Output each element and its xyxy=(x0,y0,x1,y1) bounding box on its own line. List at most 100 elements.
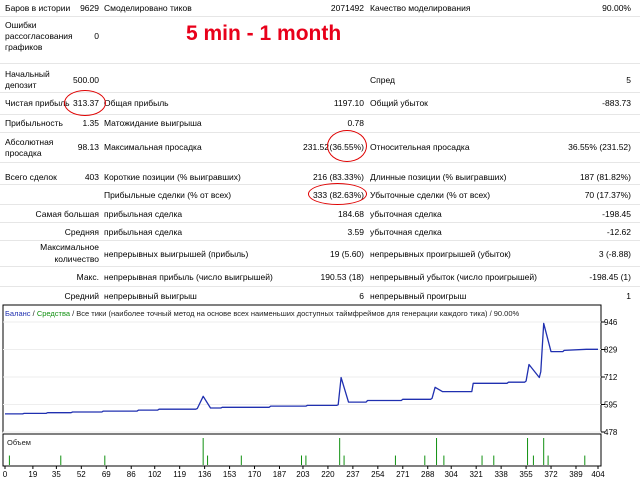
max-count-label: количество xyxy=(54,254,99,264)
short-positions-value: 216 (83.33%) xyxy=(312,172,364,182)
x-tick-label: 0 xyxy=(3,470,8,479)
max-drawdown-value: 231.52 xyxy=(303,142,329,152)
average-profit-label: прибыльная сделка xyxy=(104,227,183,237)
deposit-label: депозит xyxy=(5,80,37,90)
x-tick-label: 404 xyxy=(591,470,605,479)
x-tick-label: 86 xyxy=(127,470,136,479)
max-consecutive-losses-value: 3 (-8.88) xyxy=(598,249,631,259)
highlight-circle-net-profit xyxy=(64,90,106,116)
profit-trades-label: Прибыльные сделки (% от всех) xyxy=(104,190,232,200)
row-divider xyxy=(0,266,640,267)
x-tick-label: 254 xyxy=(371,470,385,479)
max-consecutive-profit-value: 190.53 (18) xyxy=(320,272,364,282)
row-divider xyxy=(0,240,640,241)
mismatch-label: графиков xyxy=(5,42,43,52)
total-trades-value: 403 xyxy=(84,172,99,182)
legend-balance: Баланс xyxy=(5,309,31,318)
x-tick-label: 271 xyxy=(396,470,410,479)
row-divider xyxy=(0,16,640,17)
mismatch-label: Ошибки xyxy=(5,20,37,30)
x-tick-label: 153 xyxy=(223,470,237,479)
avg-consecutive-losses-value: 1 xyxy=(626,291,631,301)
quality-label: Качество моделирования xyxy=(370,3,471,13)
total-trades-label: Всего сделок xyxy=(5,172,57,182)
bars-value: 9629 xyxy=(80,3,99,13)
largest-loss-label: убыточная сделка xyxy=(370,209,442,219)
y-tick-label: 478 xyxy=(604,428,618,437)
x-tick-label: 304 xyxy=(445,470,459,479)
ticks-label: Смоделировано тиков xyxy=(104,3,192,13)
max-consecutive-wins-value: 19 (5.60) xyxy=(329,249,364,259)
x-tick-label: 35 xyxy=(52,470,61,479)
largest-profit-value: 184.68 xyxy=(338,209,364,219)
x-tick-label: 203 xyxy=(296,470,310,479)
volume-label: Объем xyxy=(7,438,31,447)
row-divider xyxy=(0,162,640,163)
x-tick-label: 69 xyxy=(102,470,111,479)
long-positions-value: 187 (81.82%) xyxy=(579,172,631,182)
rel-drawdown-value: 36.55% (231.52) xyxy=(568,142,631,152)
max-drawdown-label: Максимальная просадка xyxy=(104,142,202,152)
average-loss-value: -12.62 xyxy=(606,227,631,237)
profit-factor-value: 1.35 xyxy=(82,118,99,128)
y-tick-label: 712 xyxy=(604,373,618,382)
x-tick-label: 338 xyxy=(494,470,508,479)
ticks-value: 2071492 xyxy=(330,3,364,13)
abs-drawdown-value: 98.13 xyxy=(77,142,99,152)
deposit-label: Начальный xyxy=(5,69,50,79)
x-tick-label: 220 xyxy=(321,470,335,479)
largest-profit-label: прибыльная сделка xyxy=(104,209,183,219)
y-axis-ticks: 946 829 712 595 478 xyxy=(601,318,618,437)
y-tick-label: 829 xyxy=(604,346,618,355)
grid-lines xyxy=(3,321,601,433)
row-divider xyxy=(0,204,640,205)
spread-value: 5 xyxy=(626,75,631,85)
max-consecutive-losses-label: непрерывных проигрышей (убыток) xyxy=(370,249,511,259)
x-tick-label: 52 xyxy=(77,470,86,479)
spread-label: Спред xyxy=(370,75,395,85)
gross-profit-label: Общая прибыль xyxy=(104,98,169,108)
row-divider xyxy=(0,114,640,115)
loss-trades-value: 70 (17.37%) xyxy=(584,190,631,200)
abs-drawdown-label: Абсолютная xyxy=(5,137,54,147)
gross-loss-value: -883.73 xyxy=(602,98,631,108)
row-divider xyxy=(0,222,640,223)
x-tick-label: 187 xyxy=(273,470,287,479)
row-divider xyxy=(0,286,640,287)
max-consecutive-loss-label: непрерывный убыток (число проигрышей) xyxy=(370,272,537,282)
legend-description: / Все тики (наиболее точный метод на осн… xyxy=(70,309,520,318)
legend-equity: Средства xyxy=(36,309,71,318)
x-tick-label: 19 xyxy=(28,470,37,479)
x-tick-label: 237 xyxy=(346,470,360,479)
payoff-label: Матожидание выигрыша xyxy=(104,118,202,128)
balance-line xyxy=(5,322,598,415)
largest-loss-value: -198.45 xyxy=(602,209,631,219)
largest-label: Самая большая xyxy=(35,209,99,219)
rel-drawdown-label: Относительная просадка xyxy=(370,142,470,152)
average-label: Средняя xyxy=(64,227,99,237)
y-tick-label: 595 xyxy=(604,401,618,410)
max-consecutive-wins-label: непрерывных выигрышей (прибыль) xyxy=(104,249,249,259)
x-tick-label: 288 xyxy=(421,470,435,479)
x-axis-ticks: 0 19 35 52 69 86 102 119 136 153 170 187 203 220 237 25… xyxy=(3,466,605,479)
mismatch-value: 0 xyxy=(94,31,99,41)
mismatch-label: рассогласования xyxy=(5,31,73,41)
highlight-circle-max-drawdown xyxy=(327,130,367,162)
row-divider xyxy=(0,92,640,93)
short-positions-label: Короткие позиции (% выигравших) xyxy=(104,172,241,182)
x-tick-label: 102 xyxy=(148,470,162,479)
quality-value: 90.00% xyxy=(602,3,631,13)
x-tick-label: 119 xyxy=(173,470,186,479)
gross-loss-label: Общий убыток xyxy=(370,98,428,108)
highlight-circle-profit-trades xyxy=(308,183,367,205)
max-count-label: Максимальное xyxy=(40,242,99,252)
average-consecutive-label: Средний xyxy=(64,291,99,301)
gross-profit-value: 1197.10 xyxy=(333,98,364,108)
max-consecutive-profit-label: непрерывная прибыль (число выигрышей) xyxy=(104,272,273,282)
y-tick-label: 946 xyxy=(604,318,618,327)
deposit-value: 500.00 xyxy=(73,75,99,85)
x-tick-label: 389 xyxy=(569,470,583,479)
x-tick-label: 355 xyxy=(519,470,533,479)
row-divider xyxy=(0,63,640,64)
balance-chart: 946 829 712 595 478 0 19 35 52 69 86 102 119 136 153 1… xyxy=(2,304,618,479)
